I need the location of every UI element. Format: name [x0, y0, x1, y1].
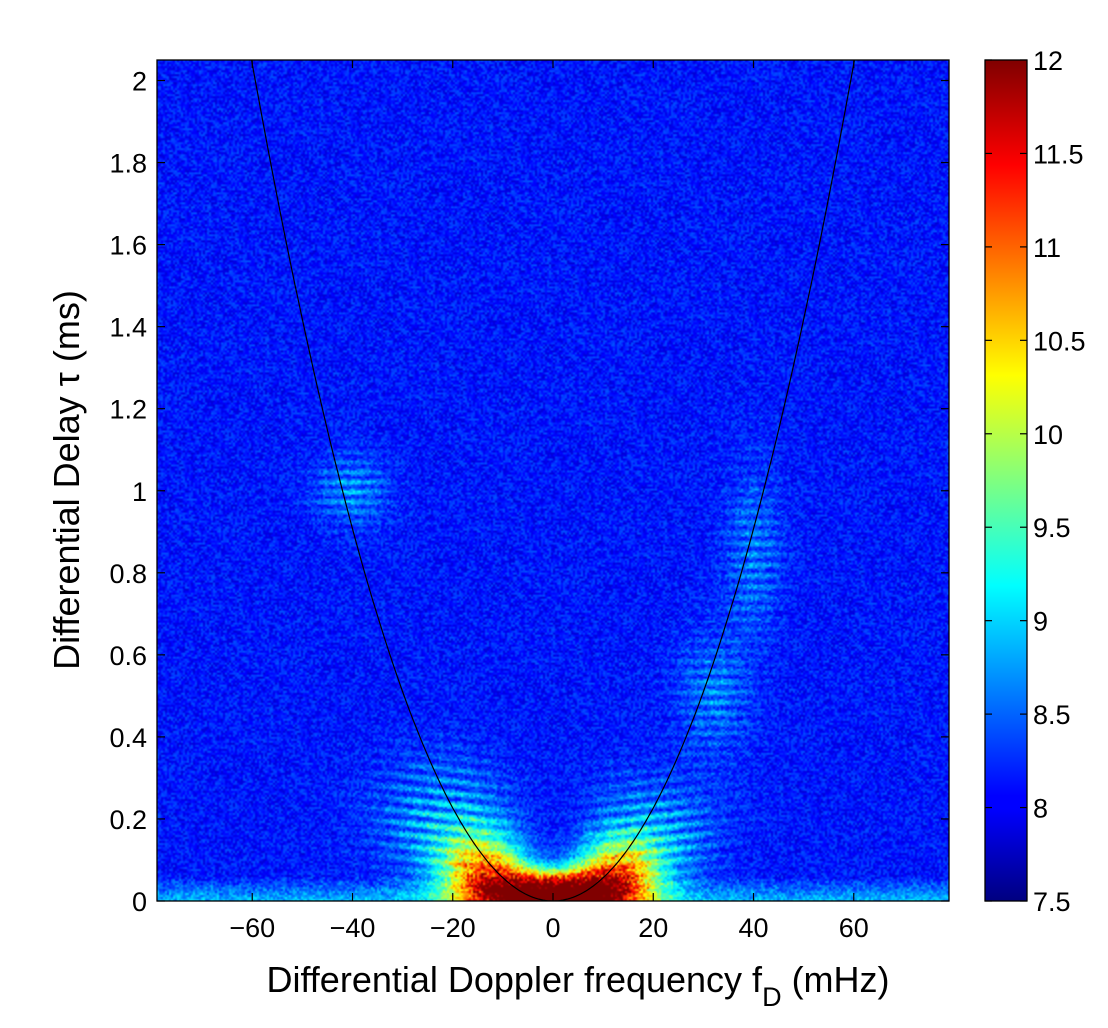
colorbar-tick-label: 10.5: [1033, 326, 1086, 356]
y-tick-label: 0: [132, 887, 147, 917]
colorbar-tick-label: 9: [1033, 607, 1048, 637]
x-axis-label-unit: (mHz): [782, 959, 890, 1000]
y-tick-label: 1.2: [109, 395, 147, 425]
heatmap-canvas: [157, 60, 949, 901]
colorbar-tick-label: 11: [1033, 233, 1061, 263]
x-axis-label: Differential Doppler frequency fD (mHz): [266, 959, 889, 1012]
x-axis-label-main: Differential Doppler frequency f: [266, 959, 763, 1000]
colorbar-frame: [984, 59, 1028, 902]
x-axis-label-subscript: D: [762, 982, 782, 1012]
y-tick-label: 0.6: [109, 641, 147, 671]
axis-ticks: [157, 60, 949, 902]
colorbar-tick-label: 7.5: [1033, 887, 1071, 917]
colorbar-gradient: [985, 60, 1027, 901]
colorbar-tick-label: 9.5: [1033, 513, 1071, 543]
colorbar-tick-labels: 7.5 8 8.5 9 9.5 10 10.5 11 11.5 12: [1033, 46, 1086, 917]
y-tick-label: 2: [132, 67, 147, 97]
x-tick-label: 0: [545, 913, 560, 943]
colorbar: 7.5 8 8.5 9 9.5 10 10.5 11 11.5 12: [984, 46, 1086, 917]
colorbar-tick-label: 12: [1033, 46, 1063, 76]
x-tick-label: −40: [330, 913, 376, 943]
x-tick-label: 20: [638, 913, 668, 943]
y-tick-label: 0.8: [109, 559, 147, 589]
colorbar-tick-label: 11.5: [1033, 139, 1084, 169]
y-tick-label: 0.4: [109, 723, 147, 753]
y-axis-label: Differential Delay τ (ms): [46, 290, 87, 670]
x-tick-labels: −60 −40 −20 0 20 40 60: [229, 913, 868, 943]
colorbar-ticks: [985, 59, 1027, 902]
y-tick-label: 1: [132, 477, 147, 507]
colorbar-tick-label: 10: [1033, 420, 1063, 450]
y-tick-label: 0.2: [109, 805, 147, 835]
heatmap-plot: [156, 59, 950, 902]
y-tick-label: 1.6: [109, 231, 147, 261]
x-tick-label: −60: [229, 913, 275, 943]
x-tick-label: 60: [839, 913, 869, 943]
x-tick-label: 40: [738, 913, 768, 943]
overlay-parabola-curve: [250, 60, 856, 901]
y-tick-label: 1.4: [109, 313, 147, 343]
y-tick-label: 1.8: [109, 149, 147, 179]
colorbar-tick-label: 8: [1033, 794, 1048, 824]
colorbar-tick-label: 8.5: [1033, 700, 1071, 730]
x-tick-label: −20: [430, 913, 476, 943]
y-tick-labels: 0 0.2 0.4 0.6 0.8 1 1.2 1.4 1.6 1.8 2: [109, 67, 147, 917]
